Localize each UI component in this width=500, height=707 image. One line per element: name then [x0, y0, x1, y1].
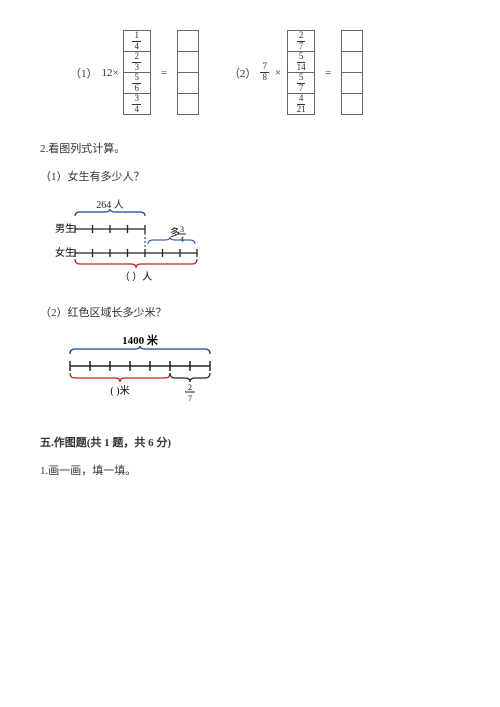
problem-2-sub1-label: （1）女生有多少人？ [40, 168, 460, 184]
equals-1: = [161, 67, 167, 79]
brace-bottom [75, 259, 197, 268]
blank-cell [341, 93, 363, 115]
frac-cell: 34 [123, 93, 151, 115]
girls-label: 女生 [55, 246, 75, 259]
brace-top-2 [70, 346, 210, 354]
brace-right [170, 373, 210, 382]
diagram-1: 264 人 男生 多 3 4 女生 （ ）人 [40, 196, 230, 286]
multiplier-2-frac: 78 [260, 62, 269, 83]
frac-cell: 56 [123, 72, 151, 94]
frac-cell: 514 [287, 51, 315, 73]
frac-cell: 27 [287, 30, 315, 52]
frac-stack-2: 27 514 57 421 [287, 30, 315, 115]
diagram-2: 1400 米 ( )米 2 7 [40, 332, 240, 412]
diagram2-value: 1400 米 [122, 333, 159, 347]
blank-cell [341, 30, 363, 52]
frac-cell: 23 [123, 51, 151, 73]
section-5-title: 五.作图题(共 1 题，共 6 分) [40, 434, 460, 450]
problem-2-title: 2.看图列式计算。 [40, 140, 460, 156]
problem-1-part-2: （2） 78 × 27 514 57 421 = [229, 30, 363, 115]
problem-1-part-1: （1） 12× 14 23 56 34 = [70, 30, 199, 115]
brace-red [70, 373, 170, 382]
boys-label: 男生 [55, 222, 75, 235]
equals-2: = [325, 67, 331, 79]
section-5-item1: 1.画一画，填一填。 [40, 462, 460, 478]
frac-cell: 14 [123, 30, 151, 52]
blank-stack-2 [341, 30, 363, 115]
blank-cell [177, 51, 199, 73]
blank-stack-1 [177, 30, 199, 115]
frac-cell: 57 [287, 72, 315, 94]
blank-cell [341, 51, 363, 73]
label-2: （2） [229, 65, 257, 81]
blank-1: （ ）人 [120, 271, 153, 283]
svg-text:7: 7 [188, 394, 192, 403]
label-1: （1） [70, 65, 98, 81]
blank-cell [177, 93, 199, 115]
problem-2-sub2-label: （2）红色区域长多少米？ [40, 304, 460, 320]
svg-text:2: 2 [188, 383, 192, 392]
blank-cell [177, 30, 199, 52]
more-label: 多 [170, 226, 180, 239]
problem-1-container: （1） 12× 14 23 56 34 = （2） 78 × 27 514 57… [70, 30, 460, 115]
blank-cell [341, 72, 363, 94]
blank-2: ( )米 [110, 384, 129, 397]
times-sign: × [275, 67, 281, 79]
blank-cell [177, 72, 199, 94]
frac-cell: 421 [287, 93, 315, 115]
svg-text:3: 3 [180, 225, 184, 234]
frac-stack-1: 14 23 56 34 [123, 30, 151, 115]
brace-top [75, 209, 145, 216]
multiplier-1: 12× [102, 67, 119, 79]
